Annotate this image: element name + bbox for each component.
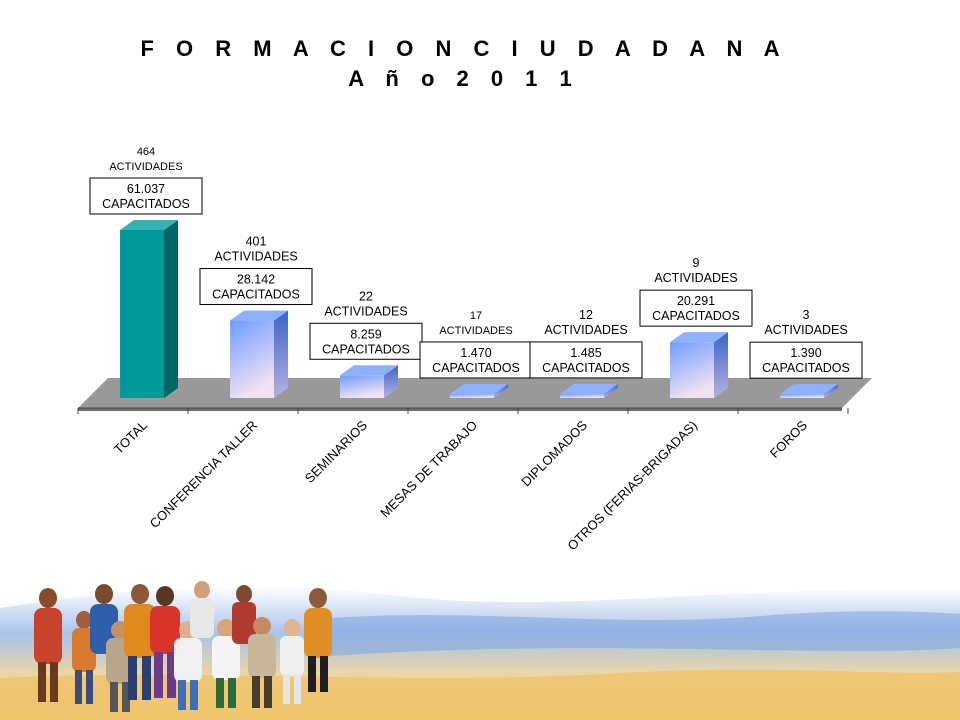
bar-side — [604, 383, 618, 398]
bar-top — [340, 365, 398, 376]
activities-text: ACTIVIDADES — [324, 304, 407, 318]
activities-label: 17 ACTIVIDADES — [439, 310, 512, 337]
capacitados-box — [749, 341, 863, 379]
bar-front — [340, 375, 384, 398]
chart-title: F O R M A C I O N C I U D A D A N A — [140, 36, 788, 61]
bar-2 — [340, 365, 398, 398]
activities-text: ACTIVIDADES — [654, 271, 737, 285]
category-label: CONFERENCIA TALLER — [147, 418, 260, 531]
category-label: MESAS DE TRABAJO — [377, 418, 480, 521]
capacitados-text: CAPACITADOS — [322, 342, 410, 356]
category-label: SEMINARIOS — [302, 417, 371, 486]
activities-text: ACTIVIDADES — [544, 323, 627, 337]
capacitados-box — [309, 322, 423, 360]
activities-text: 22 — [359, 289, 373, 303]
bar-top — [780, 384, 838, 395]
floor-front — [78, 408, 842, 411]
capacitados-box — [639, 289, 753, 327]
bar-side — [494, 383, 508, 398]
bar-front — [670, 342, 714, 398]
activities-text: 401 — [246, 235, 267, 249]
children-group — [34, 581, 332, 712]
capacitados-text: CAPACITADOS — [652, 309, 740, 323]
bar-1 — [230, 310, 288, 398]
capacitados-box — [529, 341, 643, 379]
bar-front — [120, 230, 164, 398]
bar-6 — [780, 384, 838, 398]
people-banner-image — [0, 581, 960, 720]
bar-top — [230, 310, 288, 321]
capacitados-text: CAPACITADOS — [102, 197, 190, 211]
capacitados-box — [199, 268, 313, 306]
chart-subtitle: A ñ o 2 0 1 1 — [348, 66, 580, 91]
activities-text: 3 — [803, 308, 810, 322]
bar-side — [164, 220, 178, 398]
bar-side — [274, 310, 288, 398]
activities-text: 464 — [137, 146, 155, 158]
capacitados-text: 28.142 — [237, 273, 275, 287]
capacitados-text: CAPACITADOS — [212, 288, 300, 302]
capacitados-text: 20.291 — [677, 294, 715, 308]
activities-text: 17 — [470, 310, 482, 322]
capacitados-text: CAPACITADOS — [432, 361, 520, 375]
bar-front — [230, 320, 274, 398]
capacitados-text: 1.390 — [790, 346, 821, 360]
capacitados-text: CAPACITADOS — [762, 361, 850, 375]
bar-side — [824, 384, 838, 398]
bar-top — [560, 383, 618, 394]
activities-label: 464 ACTIVIDADES — [109, 146, 182, 173]
activities-text: 12 — [579, 308, 593, 322]
bar-top — [670, 332, 728, 343]
activities-text: ACTIVIDADES — [439, 325, 512, 337]
activities-text: ACTIVIDADES — [214, 250, 297, 264]
category-label: TOTAL — [111, 418, 150, 457]
capacitados-text: 1.470 — [460, 346, 491, 360]
bar-front — [560, 393, 604, 398]
capacitados-text: CAPACITADOS — [542, 361, 630, 375]
category-label: FOROS — [767, 417, 811, 461]
chart-bars — [120, 220, 838, 398]
bar-5 — [670, 332, 728, 398]
bar-3 — [450, 383, 508, 398]
bar-side — [714, 332, 728, 398]
activities-text: 9 — [693, 256, 700, 270]
activities-text: ACTIVIDADES — [109, 161, 182, 173]
bar-0 — [120, 220, 178, 398]
capacitados-text: 61.037 — [127, 182, 165, 196]
bar-top — [450, 383, 508, 394]
bar-4 — [560, 383, 618, 398]
activities-text: ACTIVIDADES — [764, 323, 847, 337]
bar-front — [450, 393, 494, 398]
capacitados-text: 8.259 — [350, 327, 381, 341]
category-label: OTROS (FERIAS-BRIGADAS) — [564, 418, 700, 554]
chart-title-block: F O R M A C I O N C I U D A D A N A A ñ … — [0, 34, 928, 94]
bar-side — [384, 365, 398, 398]
capacitados-box — [89, 177, 203, 215]
bar-front — [780, 394, 824, 398]
category-label: DIPLOMADOS — [518, 417, 590, 489]
capacitados-text: 1.485 — [570, 346, 601, 360]
bar-top — [120, 220, 178, 230]
